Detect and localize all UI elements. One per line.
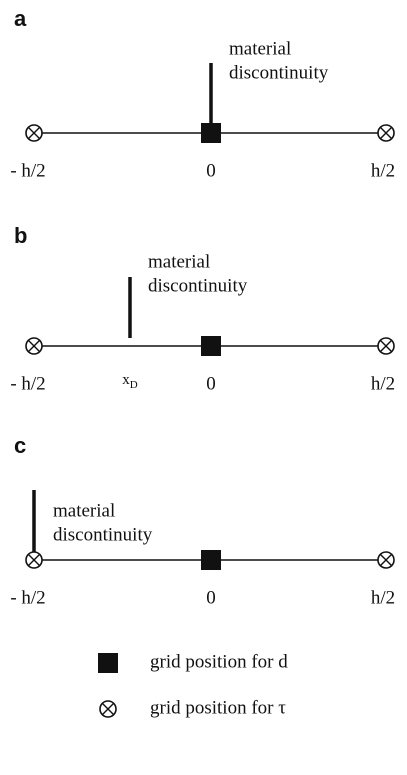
panel-label: b (14, 223, 27, 248)
tau-grid-point (99, 700, 117, 718)
annotation: material (148, 251, 210, 272)
d-grid-point (201, 123, 221, 143)
legend-text: grid position for τ (150, 697, 286, 718)
annotation: discontinuity (53, 524, 153, 545)
tau-grid-point (377, 551, 395, 569)
d-grid-point (98, 653, 118, 673)
center-label: 0 (206, 160, 216, 181)
annotation: material (229, 38, 291, 59)
center-label: 0 (206, 587, 216, 608)
right-label: h/2 (371, 160, 395, 181)
left-label: - h/2 (10, 160, 45, 181)
legend-text: grid position for d (150, 651, 288, 672)
d-grid-point (201, 550, 221, 570)
tau-grid-point (25, 551, 43, 569)
tau-grid-point (377, 337, 395, 355)
cross (379, 126, 393, 140)
panel-label: c (14, 433, 26, 458)
d-grid-point (201, 336, 221, 356)
left-label: - h/2 (10, 587, 45, 608)
right-label: h/2 (371, 587, 395, 608)
cross (379, 553, 393, 567)
annotation: discontinuity (229, 62, 329, 83)
center-label: 0 (206, 373, 216, 394)
annotation: material (53, 500, 115, 521)
cross (101, 702, 115, 716)
panel-label: a (14, 6, 27, 31)
tau-grid-point (377, 124, 395, 142)
tau-grid-point (25, 337, 43, 355)
subscript: D (130, 379, 138, 391)
left-label: - h/2 (10, 373, 45, 394)
cross (379, 339, 393, 353)
cross (27, 126, 41, 140)
cross (27, 339, 41, 353)
discontinuity-label: xD (122, 372, 138, 390)
symbol: x (122, 372, 130, 388)
cross (27, 553, 41, 567)
right-label: h/2 (371, 373, 395, 394)
annotation: discontinuity (148, 275, 248, 296)
tau-grid-point (25, 124, 43, 142)
